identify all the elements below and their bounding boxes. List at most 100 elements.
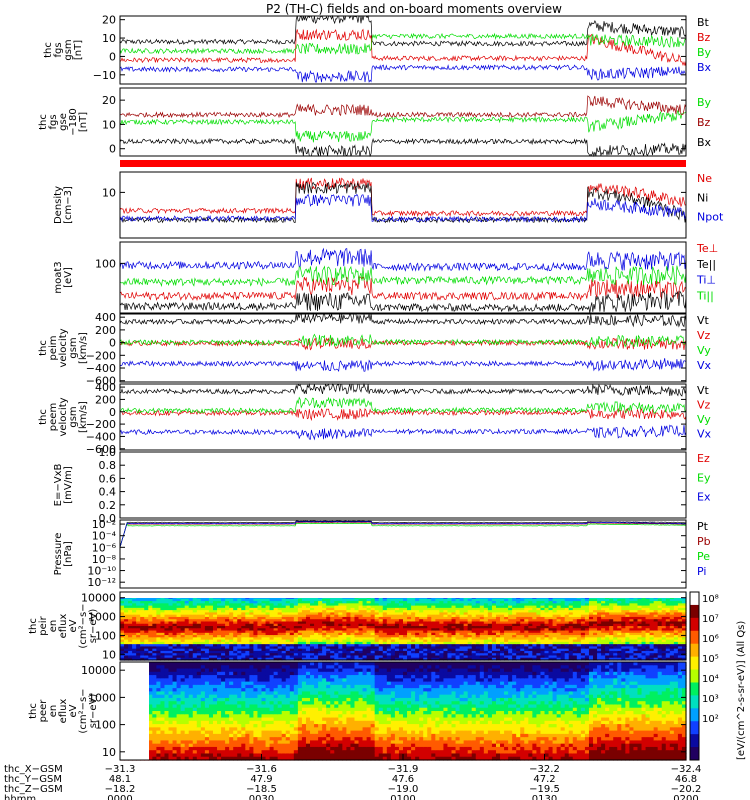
spectrogram-cell: [548, 628, 554, 632]
spectrogram-cell: [374, 614, 380, 618]
spectrogram-cell: [204, 616, 210, 620]
spectrogram-cell: [459, 630, 465, 634]
spectrogram-cell: [524, 641, 529, 645]
spectrogram-cell: [293, 628, 299, 632]
spectrogram-cell: [419, 626, 424, 629]
spectrogram-cell: [580, 632, 586, 636]
spectrogram-cell: [253, 655, 259, 659]
spectrogram-cell: [188, 694, 194, 699]
spectrogram-cell: [625, 637, 630, 641]
spectrogram-cell: [204, 653, 210, 657]
spectrogram-cell: [617, 646, 622, 650]
spectrogram-cell: [180, 626, 186, 629]
spectrogram-cell: [144, 614, 149, 618]
spectrogram-cell: [613, 644, 618, 647]
spectrogram-cell: [471, 607, 477, 611]
spectrogram-cell: [580, 637, 586, 641]
spectrogram-cell: [225, 612, 230, 616]
spectrogram-cell: [386, 619, 392, 623]
spectrogram-cell: [172, 756, 178, 761]
spectrogram-cell: [305, 621, 311, 625]
spectrogram-cell: [281, 650, 287, 654]
spectrogram-cell: [629, 621, 635, 625]
spectrogram-cell: [152, 711, 157, 715]
spectrogram-cell: [233, 637, 238, 641]
spectrogram-cell: [140, 614, 145, 618]
spectrogram-cell: [301, 655, 307, 659]
spectrogram-cell: [439, 653, 445, 657]
spectrogram-cell: [168, 701, 174, 706]
spectrogram-cell: [192, 607, 198, 611]
spectrogram-cell: [483, 621, 489, 625]
legend-bx: Bx: [697, 61, 712, 74]
spectrogram-cell: [491, 623, 497, 627]
spectrogram-cell: [386, 653, 392, 657]
spectrogram-cell: [314, 641, 319, 645]
spectrogram-cell: [415, 607, 420, 611]
spectrogram-cell: [641, 616, 647, 620]
spectrogram-cell: [289, 657, 295, 661]
spectrogram-cell: [386, 603, 392, 607]
spectrogram-cell: [229, 628, 234, 632]
spectrogram-cell: [580, 630, 586, 634]
spectrogram-cell: [152, 724, 157, 728]
spectrogram-cell: [225, 598, 230, 602]
spectrogram-cell: [265, 637, 271, 641]
spectrogram-cell: [564, 612, 570, 616]
spectrogram-cell: [301, 607, 307, 611]
spectrogram-cell: [233, 635, 238, 638]
spectrogram-cell: [552, 650, 558, 654]
spectrogram-cell: [500, 612, 505, 616]
spectrogram-cell: [475, 641, 481, 645]
spectrogram-cell: [269, 605, 275, 609]
spectrogram-cell: [176, 598, 182, 602]
spectrogram-cell: [588, 646, 594, 650]
spectrogram-cell: [293, 626, 299, 629]
spectrogram-cell: [378, 635, 384, 638]
series-vz-line: [119, 337, 687, 351]
spectrogram-cell: [552, 626, 558, 629]
spectrogram-cell: [192, 727, 198, 732]
spectrogram-cell: [233, 628, 238, 632]
spectrogram-cell: [435, 603, 440, 607]
spectrogram-cell: [580, 650, 586, 654]
spectrogram-cell: [305, 632, 311, 636]
spectrogram-cell: [128, 610, 133, 613]
spectrogram-cell: [455, 653, 461, 657]
spectrogram-cell: [297, 641, 303, 645]
spectrogram-cell: [132, 603, 137, 607]
spectrogram-cell: [580, 607, 586, 611]
spectrogram-cell: [487, 626, 493, 629]
spectrogram-cell: [475, 655, 481, 659]
spectrogram-cell: [411, 612, 416, 616]
spectrogram-cell: [180, 601, 186, 604]
spectrogram-cell: [435, 626, 440, 629]
spectrogram-cell: [229, 626, 234, 629]
spectrogram-cell: [152, 684, 157, 689]
spectrogram-cell: [156, 646, 162, 650]
spectrogram-cell: [431, 648, 436, 652]
spectrogram-cell: [140, 641, 145, 645]
spectrogram-cell: [245, 632, 250, 636]
spectrogram-cell: [576, 650, 582, 654]
spectrogram-cell: [431, 641, 436, 645]
spectrogram-cell: [257, 641, 263, 645]
spectrogram-cell: [588, 637, 594, 641]
spectrogram-cell: [641, 646, 647, 650]
legend-vz: Vz: [697, 399, 711, 412]
spectrogram-cell: [621, 616, 626, 620]
spectrogram-cell: [540, 612, 546, 616]
spectrogram-cell: [524, 653, 529, 657]
spectrogram-cell: [508, 612, 513, 616]
spectrogram-cell: [241, 619, 246, 623]
spectrogram-cell: [120, 623, 125, 627]
spectrogram-cell: [435, 648, 440, 652]
spectrogram-cell: [314, 650, 319, 654]
spectrogram-cell: [184, 730, 190, 735]
spectrogram-cell: [322, 657, 327, 661]
spectrogram-cell: [273, 650, 279, 654]
spectrogram-cell: [548, 641, 554, 645]
spectrogram-cell: [504, 621, 509, 625]
spectrogram-cell: [326, 605, 331, 609]
spectrogram-cell: [285, 612, 291, 616]
